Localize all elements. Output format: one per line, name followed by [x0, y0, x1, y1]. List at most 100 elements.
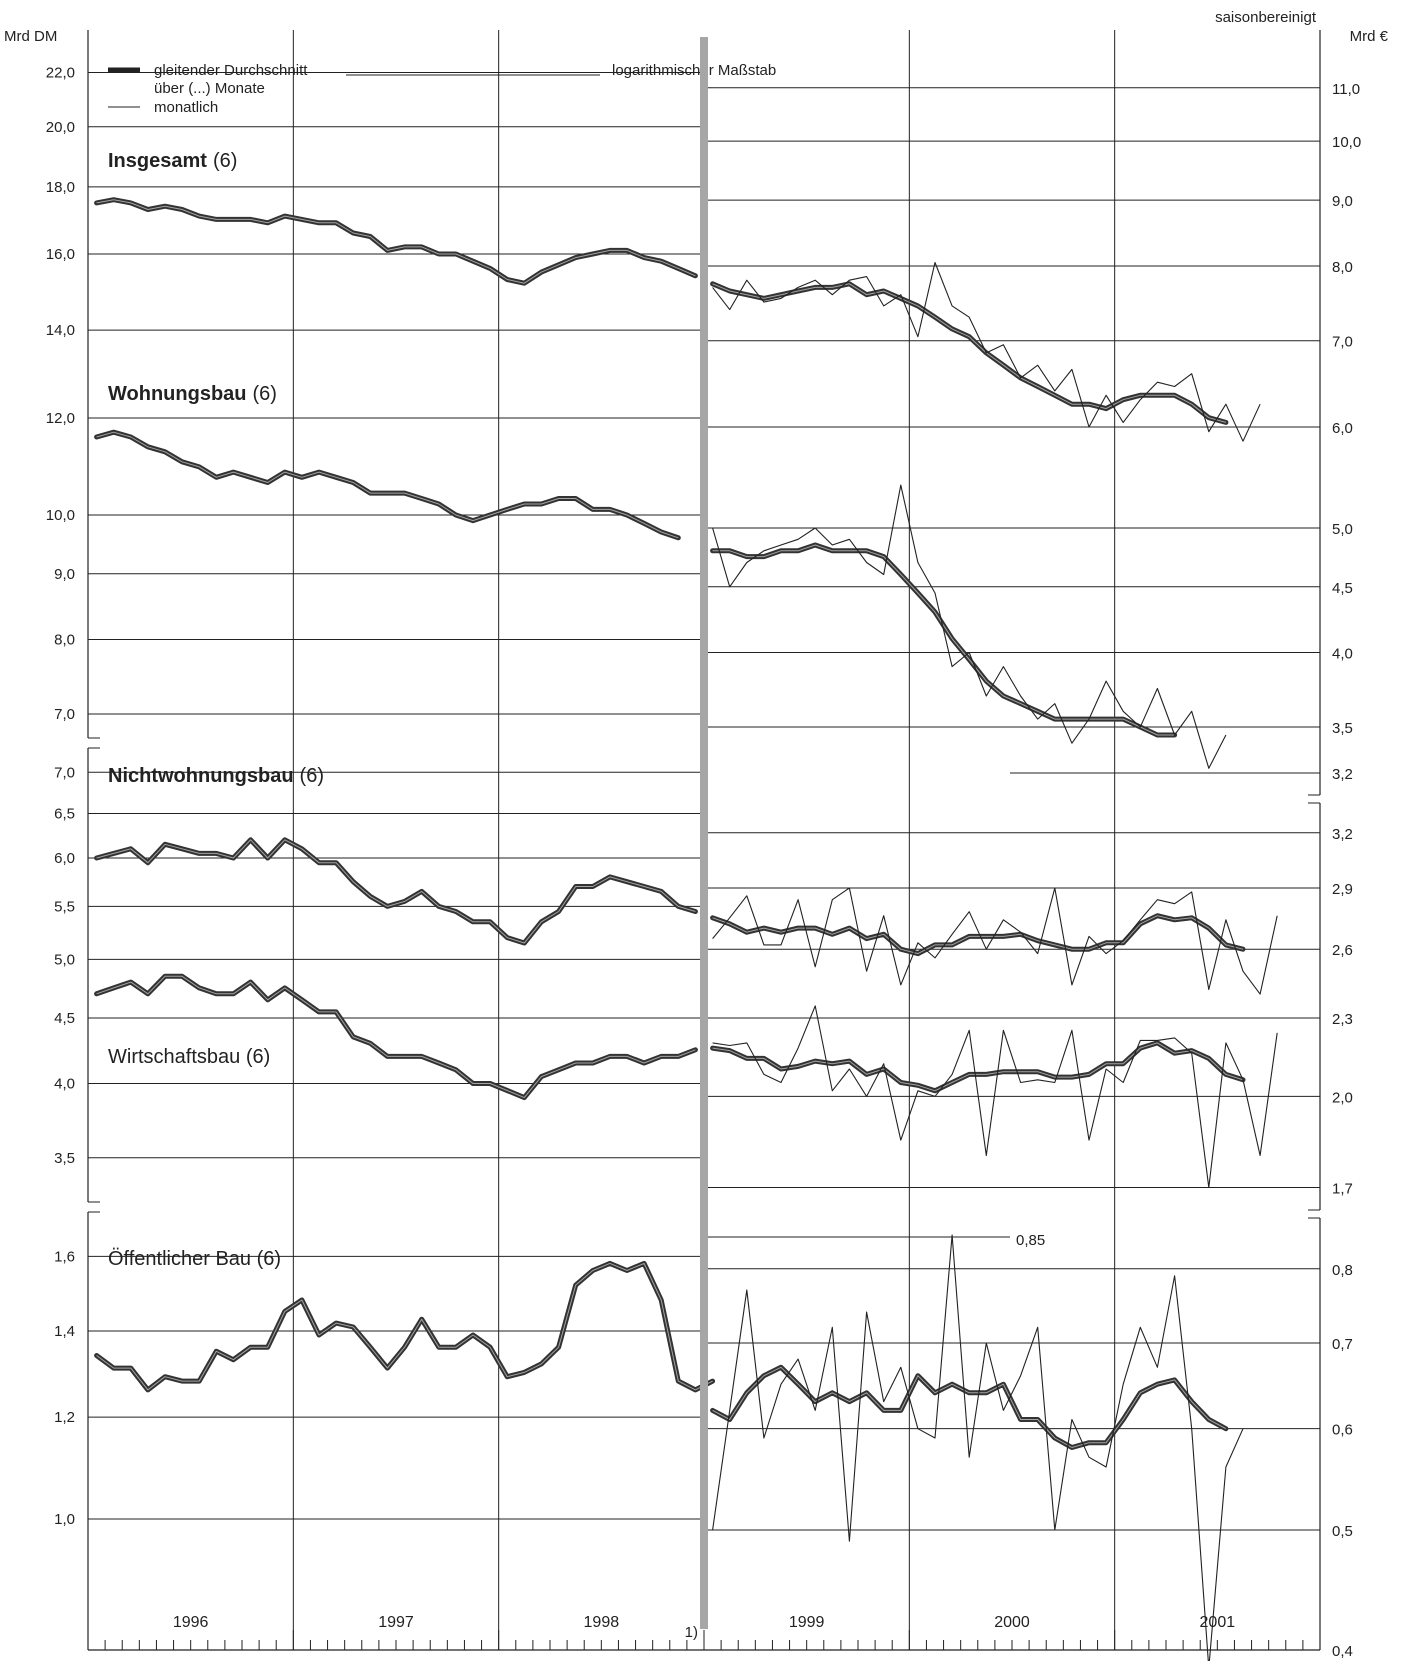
y-tick-label-eur: 9,0	[1332, 193, 1353, 210]
insgesamt-6-moving-average-highlight	[96, 199, 696, 284]
öffentlicher-bau-6-moving-average-line	[710, 1364, 1229, 1450]
nichtwohnungsbau-6-moving-average-highlight	[712, 915, 1244, 955]
wohnungsbau-label: Wohnungsbau	[108, 383, 247, 405]
wohnungsbau-6-moving-average-highlight	[96, 431, 679, 539]
break-footnote-marker: 1)	[685, 1624, 698, 1641]
y-tick-label-dm: 4,0	[54, 1076, 75, 1093]
panel-title-wirtschaftsbau: Wirtschaftsbau (6)	[108, 1046, 270, 1068]
y-tick-label-dm: 5,5	[54, 898, 75, 915]
y-tick-label-eur: 3,5	[1332, 720, 1353, 737]
y-tick-label-dm: 3,5	[54, 1150, 75, 1167]
panel-title-oeffentlicher-bau: Öffentlicher Bau (6)	[108, 1248, 281, 1270]
wohnungsbau-6-monthly-line	[712, 484, 1227, 769]
y-tick-label-dm: 7,0	[54, 764, 75, 781]
x-tick-label-year: 1998	[584, 1614, 620, 1631]
right-unit-label: Mrd €	[1350, 28, 1389, 45]
y-tick-label-eur: 4,0	[1332, 645, 1353, 662]
y-tick-label-eur: 2,6	[1332, 942, 1353, 959]
y-tick-label-dm: 10,0	[46, 507, 75, 524]
nichtwohnungsbau-6-moving-average-line	[94, 837, 698, 946]
left-unit-label: Mrd DM	[4, 28, 57, 45]
öffentlicher-bau-6-moving-average-highlight	[96, 1262, 713, 1391]
legend: gleitender Durchschnitt über (...) Monat…	[108, 62, 600, 116]
y-tick-label-dm: 16,0	[46, 246, 75, 263]
x-tick-label-year: 1996	[173, 1614, 209, 1631]
y-tick-label-dm: 14,0	[46, 322, 75, 339]
nichtwohnungsbau-6-monthly-line	[712, 887, 1278, 995]
y-tick-label-dm: 1,4	[54, 1323, 75, 1340]
y-tick-label-eur: 3,2	[1332, 766, 1353, 783]
y-tick-label-dm: 1,0	[54, 1511, 75, 1528]
y-tick-label-eur: 4,5	[1332, 580, 1353, 597]
öffentlicher-bau-6-moving-average-highlight	[712, 1366, 1227, 1448]
wohnungsbau-6-moving-average-line	[710, 542, 1178, 738]
x-tick-label-year: 2000	[994, 1614, 1030, 1631]
y-tick-label-eur: 11,0	[1332, 81, 1360, 98]
data-series	[94, 197, 1278, 1661]
nichtwohnungsbau-months: (6)	[300, 765, 324, 787]
wirtschaftsbau-6-monthly-line	[712, 1005, 1278, 1189]
wirtschaftsbau-6-moving-average-highlight	[96, 975, 696, 1099]
currency-break-bar	[700, 37, 708, 1629]
y-tick-label-dm: 22,0	[46, 64, 75, 81]
axis-break	[1318, 1210, 1323, 1218]
wirtschaftsbau-6-moving-average-highlight	[712, 1042, 1244, 1092]
time-axis: 1996 1997 1998 1999 2000 2001	[87, 1614, 1321, 1651]
y-tick-label-eur: 6,0	[1332, 420, 1353, 437]
y-tick-label-eur: 10,0	[1332, 134, 1361, 151]
y-tick-label-dm: 12,0	[46, 410, 75, 427]
axis-break	[1318, 795, 1323, 803]
y-tick-label-dm: 9,0	[54, 566, 75, 583]
insgesamt-6-moving-average-line	[710, 281, 1229, 425]
wohnungsbau-6-moving-average-highlight	[712, 544, 1175, 736]
legend-thin-label: monatlich	[154, 99, 218, 116]
y-tick-label-eur: 0,8	[1332, 1262, 1353, 1279]
nichtwohnungsbau-6-moving-average-highlight	[96, 839, 696, 944]
y-tick-label-eur: 0,4	[1332, 1643, 1353, 1660]
y-tick-label-dm: 1,2	[54, 1409, 75, 1426]
y-tick-label-eur: 1,7	[1332, 1181, 1353, 1198]
y-tick-label-dm: 7,0	[54, 706, 75, 723]
y-tick-label-dm: 4,5	[54, 1010, 75, 1027]
x-tick-label-year: 2001	[1200, 1614, 1236, 1631]
x-tick-label-year: 1997	[378, 1614, 414, 1631]
insgesamt-months: (6)	[213, 150, 237, 172]
panel-title-nichtwohnungsbau: Nichtwohnungsbau (6)	[108, 765, 324, 787]
insgesamt-6-moving-average-line	[94, 197, 698, 286]
axis-tick-labels: 22,0 20,0 18,0 16,0 14,0 12,0 11,0 10,0 9,0 8,0 7,…	[46, 64, 1361, 1660]
y-tick-label-eur: 2,9	[1332, 881, 1353, 898]
insgesamt-label: Insgesamt	[108, 150, 207, 172]
y-tick-label-dm: 6,0	[54, 850, 75, 867]
y-tick-label-eur: 3,2	[1332, 826, 1353, 843]
y-tick-label-dm: 6,5	[54, 805, 75, 822]
y-tick-label-dm: 18,0	[46, 179, 75, 196]
panel-title-wohnungsbau: Wohnungsbau (6)	[108, 383, 277, 405]
grid-lines	[86, 30, 1323, 1650]
y-tick-label-dm: 8,0	[54, 631, 75, 648]
axis-break	[86, 1202, 91, 1212]
öffentlicher-bau-6-monthly-line	[712, 1234, 1244, 1661]
y-tick-label-eur: 0,5	[1332, 1523, 1353, 1540]
panel-title-insgesamt: Insgesamt (6)	[108, 150, 237, 172]
wohnungsbau-months: (6)	[253, 383, 277, 405]
y-tick-label-eur: 0,7	[1332, 1336, 1353, 1353]
wohnungsbau-6-moving-average-line	[94, 429, 681, 541]
y-tick-label-dm: 20,0	[46, 119, 75, 136]
y-tick-label-dm: 5,0	[54, 951, 75, 968]
legend-thick-label-1: gleitender Durchschnitt	[154, 62, 308, 79]
x-tick-label-year: 1999	[789, 1614, 825, 1631]
öffentlicher-bau-6-moving-average-line	[94, 1260, 716, 1393]
y-tick-label-eur: 5,0	[1332, 521, 1353, 538]
y-tick-label-eur: 0,6	[1332, 1422, 1353, 1439]
annotation-085: 0,85	[1016, 1232, 1045, 1249]
nichtwohnungsbau-label: Nichtwohnungsbau	[108, 765, 294, 787]
seasonally-adjusted-note: saisonbereinigt	[1215, 9, 1317, 26]
axis-break	[86, 738, 91, 748]
nichtwohnungsbau-6-moving-average-line	[710, 913, 1246, 957]
scale-note: logarithmischer Maßstab	[612, 62, 776, 79]
insgesamt-6-moving-average-highlight	[712, 283, 1227, 423]
y-tick-label-eur: 7,0	[1332, 334, 1353, 351]
y-tick-label-eur: 2,0	[1332, 1089, 1353, 1106]
legend-thick-label-2: über (...) Monate	[154, 80, 265, 97]
